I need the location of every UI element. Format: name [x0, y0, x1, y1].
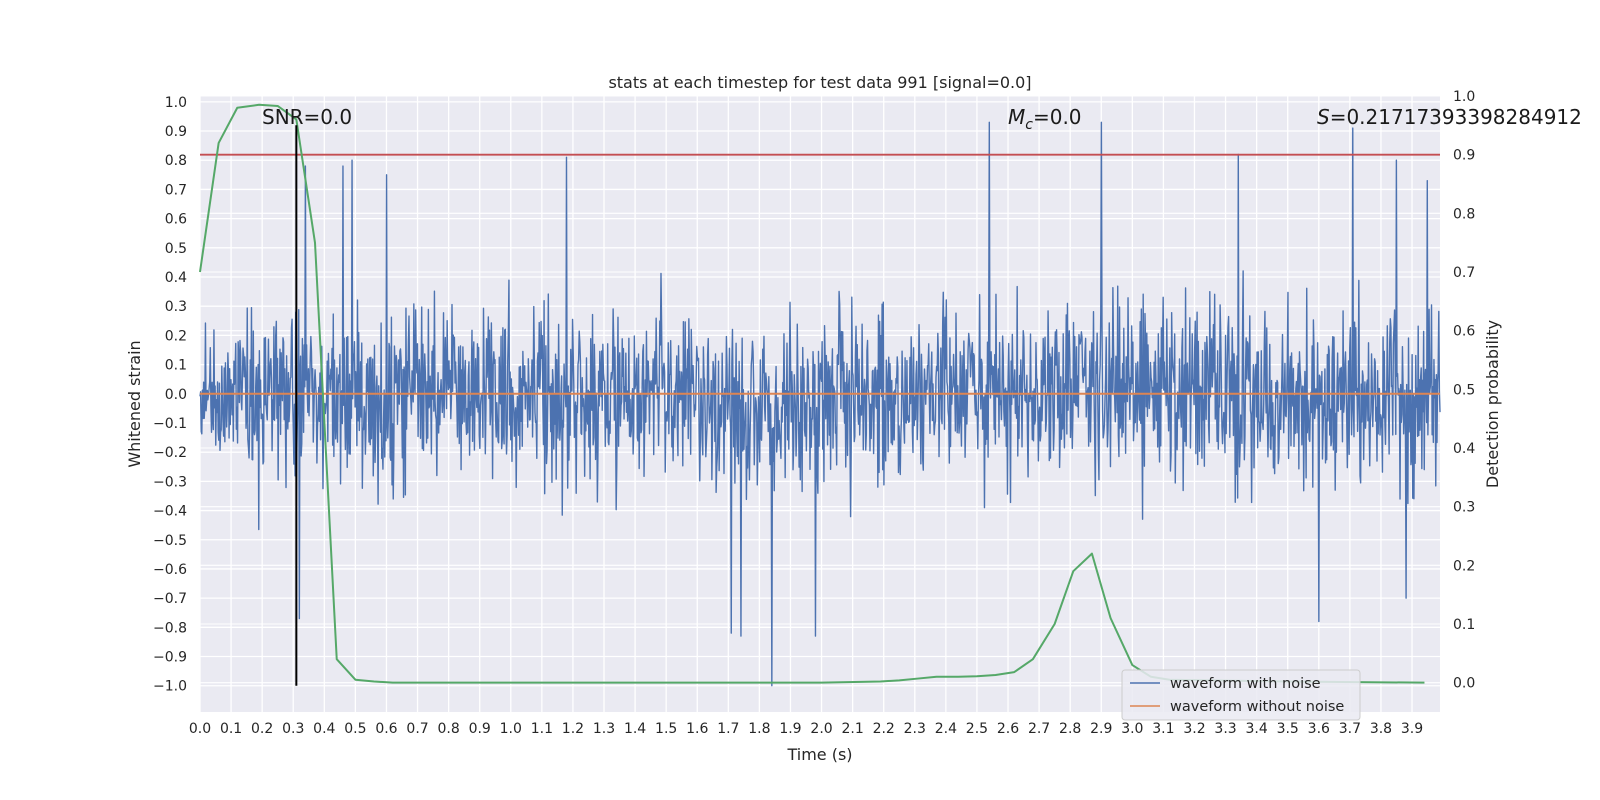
x-tick-label: 1.2 — [562, 721, 584, 737]
y-tick-label: −0.4 — [153, 504, 187, 520]
y2-tick-label: 0.6 — [1453, 324, 1475, 340]
y-tick-label: 0.4 — [165, 270, 187, 286]
y2-axis-label: Detection probability — [1483, 320, 1502, 488]
x-tick-label: 1.3 — [593, 721, 615, 737]
x-tick-label: 3.8 — [1370, 721, 1392, 737]
x-tick-label: 3.2 — [1183, 721, 1205, 737]
s-symbol: S — [1317, 105, 1330, 129]
y2-tick-label: 0.8 — [1453, 206, 1475, 222]
y-tick-label: −0.5 — [153, 533, 187, 549]
x-tick-label: 3.0 — [1121, 721, 1143, 737]
x-tick-label: 3.4 — [1246, 721, 1268, 737]
x-tick-label: 2.4 — [935, 721, 957, 737]
legend: waveform with noise waveform without noi… — [1121, 669, 1361, 721]
y-tick-label: −0.8 — [153, 620, 187, 636]
y-tick-label: −0.2 — [153, 445, 187, 461]
x-tick-label: 0.6 — [375, 721, 397, 737]
y-tick-label: 1.0 — [165, 95, 187, 111]
x-tick-label: 3.5 — [1277, 721, 1299, 737]
x-tick-label: 3.3 — [1214, 721, 1236, 737]
y-tick-label: 0.8 — [165, 153, 187, 169]
y-tick-label: 0.9 — [165, 124, 187, 140]
x-tick-label: 1.5 — [655, 721, 677, 737]
mc-annotation: Mc=0.0 — [1008, 105, 1082, 133]
x-tick-label: 1.8 — [748, 721, 770, 737]
y2-tick-label: 0.0 — [1453, 676, 1475, 692]
legend-label-clean: waveform without noise — [1170, 699, 1344, 715]
x-tick-label: 1.4 — [624, 721, 646, 737]
s-annotation: S=0.21717393398284912 — [1317, 105, 1582, 129]
x-tick-label: 0.4 — [313, 721, 335, 737]
x-axis-label: Time (s) — [786, 745, 852, 764]
x-tick-label: 3.7 — [1339, 721, 1361, 737]
x-tick-label: 0.2 — [251, 721, 273, 737]
x-tick-label: 2.3 — [904, 721, 926, 737]
x-tick-label: 2.5 — [966, 721, 988, 737]
legend-label-noise: waveform with noise — [1170, 676, 1321, 692]
y2-tick-label: 0.9 — [1453, 148, 1475, 164]
x-tick-label: 1.9 — [779, 721, 801, 737]
mc-value: =0.0 — [1033, 105, 1082, 129]
y2-tick-label: 0.4 — [1453, 441, 1475, 457]
mc-subscript: c — [1025, 117, 1033, 133]
y2-tick-label: 0.1 — [1453, 617, 1475, 633]
x-tick-label: 0.9 — [469, 721, 491, 737]
s-value: =0.21717393398284912 — [1330, 105, 1582, 129]
x-tick-label: 2.0 — [810, 721, 832, 737]
x-tick-label: 1.6 — [686, 721, 708, 737]
x-tick-label: 2.2 — [873, 721, 895, 737]
x-tick-label: 2.9 — [1090, 721, 1112, 737]
y-axis-label: Whitened strain — [125, 340, 144, 467]
detection-probability-line — [199, 103, 1425, 684]
y-tick-label: 0.3 — [165, 299, 187, 315]
x-tick-label: 2.8 — [1059, 721, 1081, 737]
legend-box — [1121, 669, 1361, 721]
mc-symbol: M — [1008, 105, 1025, 129]
x-tick-label: 1.7 — [717, 721, 739, 737]
ticks-layer: 0.0 0.1 0.2 0.3 0.4 0.5 0.6 0.7 0.8 0.9 1.0 1.1 1.2 1… — [153, 89, 1475, 737]
x-tick-label: 2.6 — [997, 721, 1019, 737]
y-tick-label: 0.7 — [165, 182, 187, 198]
y-tick-label: 0.2 — [165, 328, 187, 344]
x-tick-label: 0.1 — [220, 721, 242, 737]
y-tick-label: −0.3 — [153, 474, 187, 490]
y-tick-label: 0.6 — [165, 212, 187, 228]
x-tick-label: 0.3 — [282, 721, 304, 737]
y2-tick-label: 0.5 — [1453, 382, 1475, 398]
x-tick-label: 2.7 — [1028, 721, 1050, 737]
x-tick-label: 0.0 — [189, 721, 211, 737]
y-tick-label: 0.5 — [165, 241, 187, 257]
y-tick-label: −0.9 — [153, 650, 187, 666]
y-tick-label: −1.0 — [153, 679, 187, 695]
y-tick-label: −0.1 — [153, 416, 187, 432]
x-tick-label: 0.8 — [437, 721, 459, 737]
y2-tick-label: 0.7 — [1453, 265, 1475, 281]
y-tick-label: 0.1 — [165, 358, 187, 374]
x-tick-label: 1.1 — [531, 721, 553, 737]
x-tick-label: 3.6 — [1308, 721, 1330, 737]
x-tick-label: 0.5 — [344, 721, 366, 737]
y2-tick-label: 1.0 — [1453, 89, 1475, 105]
y-tick-label: 0.0 — [165, 387, 187, 403]
y2-tick-label: 0.2 — [1453, 558, 1475, 574]
x-tick-label: 3.1 — [1152, 721, 1174, 737]
x-tick-label: 0.7 — [406, 721, 428, 737]
y-tick-label: −0.7 — [153, 591, 187, 607]
y2-tick-label: 0.3 — [1453, 500, 1475, 516]
waveform-with-noise-line — [199, 121, 1441, 687]
chart-title: stats at each timestep for test data 991… — [608, 73, 1031, 92]
snr-annotation: SNR=0.0 — [262, 105, 352, 129]
series-layer — [199, 103, 1441, 687]
x-tick-label: 2.1 — [841, 721, 863, 737]
y-tick-label: −0.6 — [153, 562, 187, 578]
x-tick-label: 1.0 — [500, 721, 522, 737]
x-tick-label: 3.9 — [1401, 721, 1423, 737]
